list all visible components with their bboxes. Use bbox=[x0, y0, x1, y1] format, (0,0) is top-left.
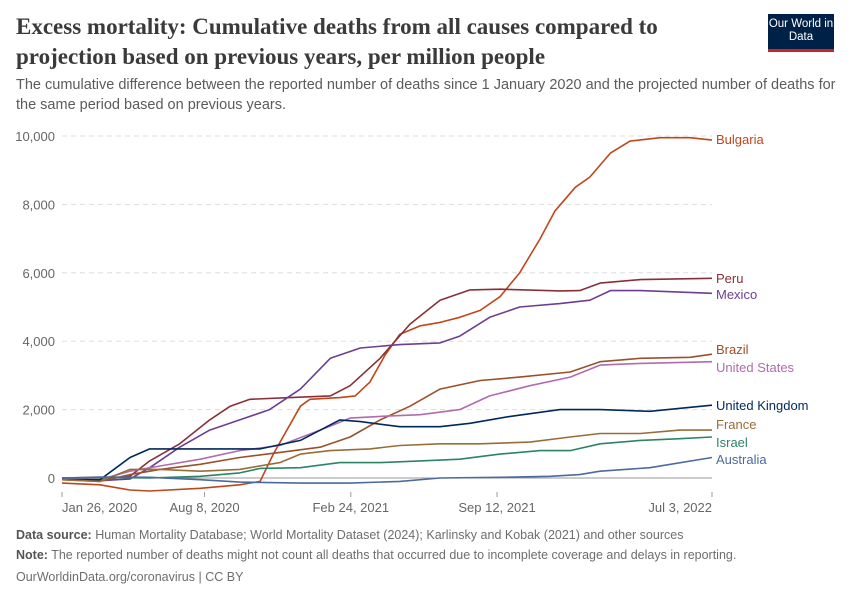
y-tick-label: 0 bbox=[48, 471, 55, 486]
series-label: Australia bbox=[716, 452, 767, 467]
note: Note: The reported number of deaths migh… bbox=[16, 548, 736, 562]
y-tick-label: 8,000 bbox=[22, 197, 55, 212]
source-text[interactable]: Human Mortality Database; World Mortalit… bbox=[91, 528, 684, 542]
series-label: Peru bbox=[716, 271, 743, 286]
chart-subtitle: The cumulative difference between the re… bbox=[16, 77, 836, 113]
source-label: Data source: bbox=[16, 528, 92, 542]
data-source: Data source: Human Mortality Database; W… bbox=[16, 528, 683, 542]
x-tick-label: Sep 12, 2021 bbox=[458, 500, 535, 515]
y-tick-label: 10,000 bbox=[15, 129, 55, 144]
series-line-israel bbox=[61, 436, 713, 479]
y-tick-label: 2,000 bbox=[22, 403, 55, 418]
chart-header: Excess mortality: Cumulative deaths from… bbox=[16, 12, 846, 115]
note-text: The reported number of deaths might not … bbox=[47, 548, 737, 562]
series-line-bulgaria bbox=[61, 136, 713, 492]
x-tick-label: Feb 24, 2021 bbox=[312, 500, 389, 515]
series-line-france bbox=[61, 429, 712, 483]
y-tick-label: 6,000 bbox=[22, 266, 55, 281]
series-label: Mexico bbox=[716, 287, 757, 302]
series-label: Brazil bbox=[716, 342, 749, 357]
series-label: United States bbox=[716, 360, 795, 375]
x-tick-label: Jul 3, 2022 bbox=[648, 500, 712, 515]
series-line-united-states bbox=[61, 360, 713, 481]
series-label: France bbox=[716, 417, 756, 432]
series-label: Israel bbox=[716, 435, 748, 450]
series-line-united-kingdom bbox=[62, 404, 713, 481]
x-tick-label: Aug 8, 2020 bbox=[170, 500, 240, 515]
series-line-peru bbox=[61, 277, 713, 481]
series-label: Bulgaria bbox=[716, 132, 764, 147]
owid-logo[interactable]: Our World in Data bbox=[768, 14, 834, 52]
series-line-mexico bbox=[61, 289, 713, 482]
y-tick-label: 4,000 bbox=[22, 334, 55, 349]
credit-link[interactable]: OurWorldinData.org/coronavirus | CC BY bbox=[16, 570, 244, 584]
chart-title: Excess mortality: Cumulative deaths from… bbox=[16, 14, 658, 69]
note-label: Note: bbox=[16, 548, 48, 562]
series-label: United Kingdom bbox=[716, 398, 809, 413]
series-line-australia bbox=[61, 456, 713, 484]
x-tick-label: Jan 26, 2020 bbox=[62, 500, 137, 515]
